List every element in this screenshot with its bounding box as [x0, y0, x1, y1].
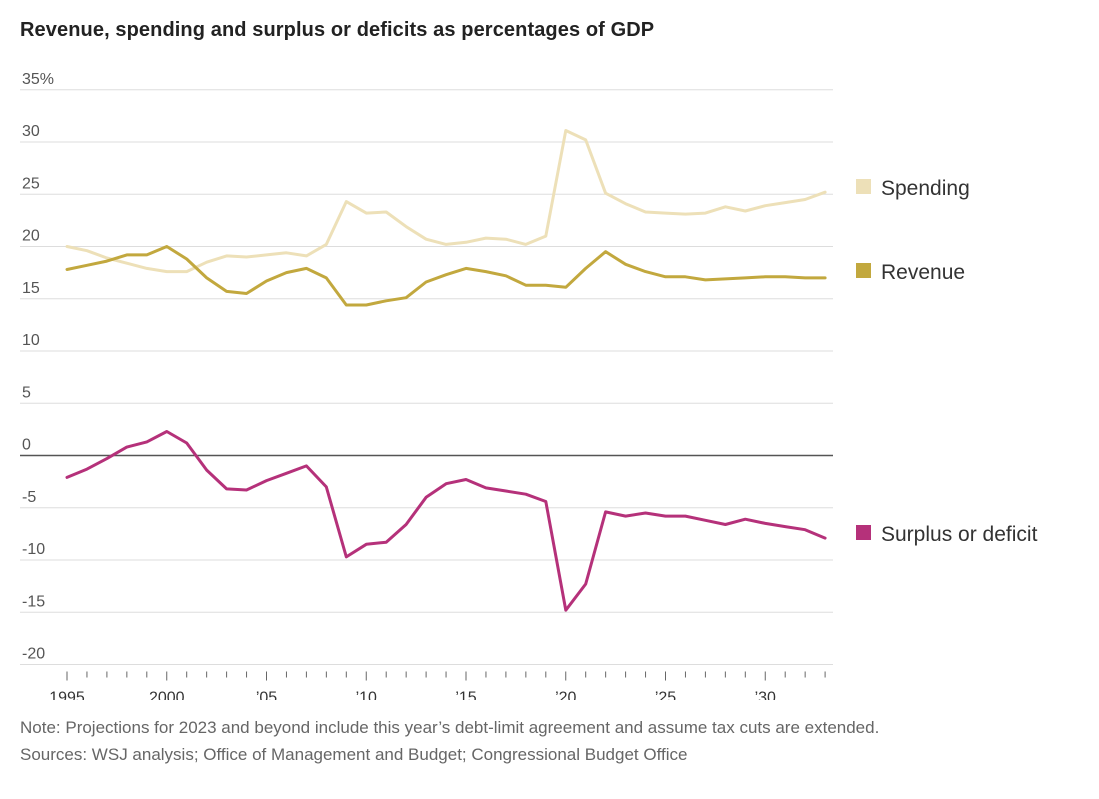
- revenue-line: [65, 245, 827, 307]
- y-tick-label: 15: [22, 280, 40, 297]
- revenue-legend-label: Revenue: [881, 261, 965, 284]
- y-tick-label: 25: [22, 175, 40, 192]
- x-tick-label: ’20: [555, 690, 576, 701]
- y-tick-label: -5: [22, 489, 36, 506]
- y-tick-label: 35%: [22, 71, 54, 88]
- chart-sources: Sources: WSJ analysis; Office of Managem…: [20, 745, 688, 764]
- chart-note: Note: Projections for 2023 and beyond in…: [20, 718, 880, 737]
- legend: Spending Revenue Surplus or deficit: [856, 177, 1038, 546]
- x-tick-label: ’30: [755, 690, 776, 701]
- x-tick-label: ’25: [655, 690, 676, 701]
- x-tick-label: ’05: [256, 690, 277, 701]
- x-axis-ticks: 1995 2000 ’05 ’10 ’15 ’20 ’25 ’30: [49, 671, 826, 701]
- y-tick-label: 0: [22, 437, 31, 454]
- x-tick-label: 2000: [149, 690, 185, 701]
- gridlines: [20, 89, 833, 665]
- y-tick-label: 20: [22, 228, 40, 245]
- line-chart: 35% 30 25 20 15 10 5 0 -5 -10 -15 -20 1995 2000 ’05 ’1…: [20, 71, 1038, 701]
- surplus-or-deficit-line: [65, 430, 827, 612]
- y-axis-ticks: 35% 30 25 20 15 10 5 0 -5 -10 -15 -20: [22, 71, 54, 663]
- y-tick-label: 10: [22, 332, 40, 349]
- y-tick-label: 30: [22, 123, 40, 140]
- chart-title: Revenue, spending and surplus or deficit…: [20, 19, 655, 41]
- x-tick-label: ’10: [356, 690, 377, 701]
- surplus-or-deficit-legend-swatch: [856, 525, 871, 540]
- revenue-legend-swatch: [856, 263, 871, 278]
- y-tick-label: -20: [22, 646, 45, 663]
- y-tick-label: -10: [22, 541, 45, 558]
- series-lines: [65, 129, 827, 612]
- x-tick-label: ’15: [455, 690, 476, 701]
- x-tick-label: 1995: [49, 690, 85, 701]
- spending-legend-swatch: [856, 179, 871, 194]
- spending-legend-label: Spending: [881, 177, 970, 200]
- spending-line: [65, 129, 827, 274]
- y-tick-label: 5: [22, 384, 31, 401]
- surplus-or-deficit-legend-label: Surplus or deficit: [881, 523, 1038, 546]
- y-tick-label: -15: [22, 593, 45, 610]
